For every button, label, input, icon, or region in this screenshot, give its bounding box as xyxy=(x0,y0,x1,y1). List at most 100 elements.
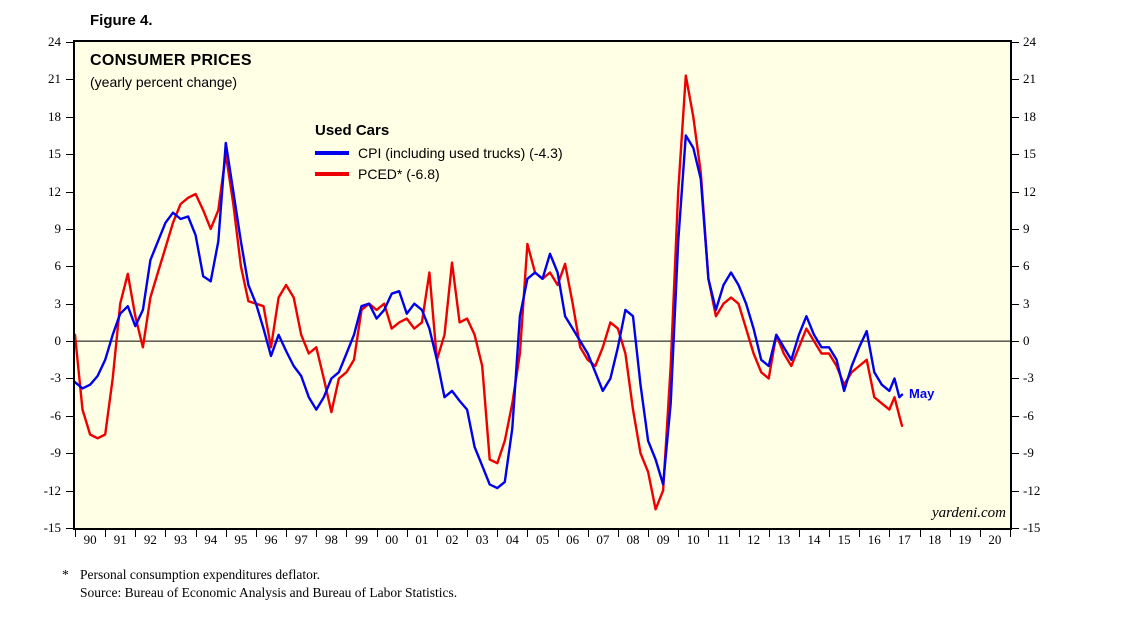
y-tick-left xyxy=(66,228,73,230)
y-tick-label-left: 24 xyxy=(48,34,61,49)
y-tick-label-left: -9 xyxy=(50,445,61,461)
x-tick-label: 90 xyxy=(83,532,97,547)
y-tick-label-left: 3 xyxy=(54,295,62,311)
x-tick-label: 95 xyxy=(234,532,248,547)
x-tick xyxy=(587,530,589,537)
footnote-source: Source: Bureau of Economic Analysis and … xyxy=(80,585,458,601)
x-tick xyxy=(467,530,469,537)
y-tick-label-right: 3 xyxy=(1023,295,1030,311)
y-tick-left xyxy=(66,116,73,118)
y-tick-left xyxy=(66,453,73,455)
legend-heading: Used Cars xyxy=(315,122,390,139)
y-tick-right xyxy=(1012,42,1019,43)
y-tick-right xyxy=(1012,154,1019,156)
y-tick-right xyxy=(1012,303,1019,305)
x-tick xyxy=(617,530,619,537)
x-tick-label: 99 xyxy=(355,532,369,547)
y-tick-label-left: -15 xyxy=(43,520,61,535)
legend-item-pced: PCED* (-6.8) xyxy=(315,166,563,182)
y-tick-left xyxy=(66,42,73,43)
y-tick-right xyxy=(1012,415,1019,417)
x-tick xyxy=(316,530,318,537)
y-tick-right xyxy=(1012,228,1019,230)
y-tick-label-left: 12 xyxy=(48,183,61,199)
y-tick-left xyxy=(66,191,73,193)
x-tick xyxy=(979,530,981,537)
y-tick-label-right: 21 xyxy=(1023,71,1036,87)
x-tick xyxy=(436,530,438,537)
y-tick-label-right: 15 xyxy=(1023,146,1036,162)
x-tick xyxy=(75,530,76,537)
y-tick-right xyxy=(1012,341,1019,343)
y-tick-right xyxy=(1012,266,1019,268)
y-tick-label-right: 18 xyxy=(1023,108,1036,124)
y-tick-label-right: 9 xyxy=(1023,220,1030,236)
x-tick xyxy=(829,530,831,537)
x-tick xyxy=(889,530,891,537)
y-tick-label-left: 21 xyxy=(48,71,61,87)
legend: Used Cars CPI (including used trucks) (-… xyxy=(315,122,563,187)
x-tick xyxy=(255,530,257,537)
y-tick-label-left: -3 xyxy=(50,370,61,386)
y-tick-left xyxy=(66,490,73,492)
x-tick-label: 20 xyxy=(988,532,1002,547)
x-tick xyxy=(195,530,197,537)
x-tick xyxy=(798,530,800,537)
x-tick-label: 11 xyxy=(717,532,730,547)
series-line-cpi xyxy=(75,134,904,490)
x-tick-label: 94 xyxy=(204,532,218,547)
x-tick-label: 09 xyxy=(656,532,670,547)
y-tick-label-left: 9 xyxy=(54,220,62,236)
watermark: yardeni.com xyxy=(931,505,1006,521)
x-tick xyxy=(919,530,921,537)
y-tick-label-right: 12 xyxy=(1023,183,1036,199)
x-tick-label: 01 xyxy=(415,532,429,547)
x-tick xyxy=(708,530,710,537)
x-tick-label: 16 xyxy=(867,532,881,547)
x-tick xyxy=(648,530,650,537)
x-tick-label: 13 xyxy=(777,532,791,547)
y-tick-right xyxy=(1012,116,1019,118)
y-tick-right xyxy=(1012,528,1019,529)
y-tick-label-right: -12 xyxy=(1023,482,1041,498)
x-tick xyxy=(949,530,951,537)
y-tick-left xyxy=(66,378,73,380)
footnote-line-1: * Personal consumption expenditures defla… xyxy=(62,566,457,584)
y-tick-label-right: -15 xyxy=(1023,520,1041,535)
x-tick xyxy=(738,530,740,537)
x-tick-label: 18 xyxy=(928,532,942,547)
footnote-text: Personal consumption expenditures deflat… xyxy=(80,567,320,582)
x-tick-label: 04 xyxy=(505,532,519,547)
x-tick-label: 98 xyxy=(324,532,338,547)
x-tick-label: 00 xyxy=(385,532,399,547)
x-tick xyxy=(678,530,680,537)
series-line-pced xyxy=(75,74,904,511)
y-tick-label-right: 6 xyxy=(1023,258,1030,274)
x-tick-label: 19 xyxy=(958,532,972,547)
x-tick-label: 17 xyxy=(897,532,911,547)
footnote-marker: * xyxy=(62,567,69,582)
chart-title: CONSUMER PRICES xyxy=(90,52,252,69)
chart-subtitle: (yearly percent change) xyxy=(90,74,238,90)
y-tick-label-left: -6 xyxy=(50,407,61,423)
y-tick-right xyxy=(1012,490,1019,492)
x-tick-label: 91 xyxy=(113,532,127,547)
x-tick-label: 05 xyxy=(536,532,549,547)
x-tick-label: 96 xyxy=(264,532,278,547)
x-tick xyxy=(557,530,559,537)
x-tick xyxy=(768,530,770,537)
line-chart-plot-area xyxy=(73,40,1012,530)
x-tick-label: 10 xyxy=(686,532,700,547)
y-tick-label-right: -6 xyxy=(1023,407,1034,423)
y-tick-right xyxy=(1012,378,1019,380)
y-tick-label-right: 24 xyxy=(1023,34,1036,49)
legend-label-pced: PCED* (-6.8) xyxy=(358,166,440,182)
x-tick-label: 92 xyxy=(143,532,157,547)
x-tick-label: 02 xyxy=(445,532,459,547)
x-tick xyxy=(286,530,288,537)
legend-item-cpi: CPI (including used trucks) (-4.3) xyxy=(315,145,563,161)
x-tick-label: 06 xyxy=(566,532,580,547)
y-tick-label-left: 15 xyxy=(48,146,61,162)
y-tick-label-left: 0 xyxy=(54,333,62,349)
